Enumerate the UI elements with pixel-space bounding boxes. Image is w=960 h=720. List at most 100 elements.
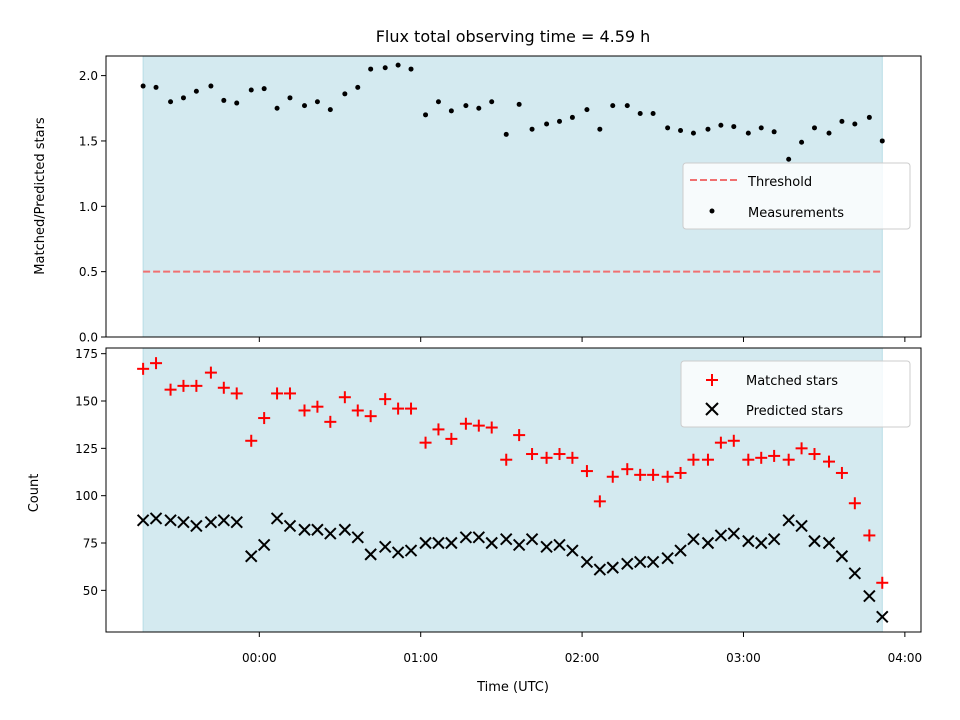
predicted-stars-point <box>742 534 755 548</box>
x-tick-label: 02:00 <box>565 651 600 665</box>
predicted-stars-point <box>324 527 337 540</box>
matched-stars-point <box>485 421 498 434</box>
measurements-point <box>448 108 454 114</box>
top-legend: Threshold Measurements <box>682 162 911 230</box>
predicted-stars-point <box>190 519 203 533</box>
predicted-stars-point <box>727 527 740 540</box>
matched-stars-point <box>351 404 364 417</box>
predicted-stars-point <box>714 529 728 542</box>
measurements-point <box>529 126 535 132</box>
matched-stars-point <box>392 402 405 415</box>
predicted-stars-point <box>485 536 498 550</box>
predicted-stars-point <box>876 610 889 624</box>
y-tick-label: 1.0 <box>79 200 98 214</box>
matched-stars-point <box>782 453 795 466</box>
y-tick-label: 100 <box>75 489 98 503</box>
matched-stars-point <box>364 410 377 423</box>
measurements-point <box>463 103 469 109</box>
measurements-point <box>879 138 885 144</box>
measurements-point <box>476 105 482 111</box>
legend-threshold-label: Threshold <box>747 175 812 190</box>
measurements-point <box>503 131 509 137</box>
predicted-stars-point <box>230 515 243 529</box>
top-panel: 0.0 0.5 1.0 1.5 2.0 Threshold Measurements <box>79 55 922 345</box>
measurements-point <box>342 91 348 97</box>
predicted-stars-point <box>835 550 849 563</box>
predicted-stars-point <box>767 533 781 546</box>
measurements-point <box>624 103 630 109</box>
predicted-stars-point <box>270 512 284 525</box>
matched-stars-point <box>621 463 634 476</box>
predicted-stars-point <box>661 551 674 565</box>
matched-stars-point <box>190 379 203 392</box>
matched-stars-point <box>795 442 808 455</box>
matched-stars-point <box>445 432 458 445</box>
measurements-point <box>140 83 146 89</box>
matched-stars-point <box>808 448 821 461</box>
predicted-stars-point <box>204 515 218 529</box>
predicted-stars-point <box>687 533 700 546</box>
measurements-point <box>584 107 590 113</box>
matched-stars-point <box>768 449 781 462</box>
legend-predicted-label: Predicted stars <box>746 404 843 419</box>
matched-stars-point <box>714 436 727 449</box>
matched-stars-point <box>338 391 351 404</box>
x-tick-label: 00:00 <box>242 651 277 665</box>
measurements-series <box>140 62 885 162</box>
measurements-point <box>516 101 522 107</box>
measurements-point <box>382 65 388 71</box>
predicted-stars-point <box>512 538 526 552</box>
measurements-point <box>705 126 711 132</box>
matched-stars-point <box>823 455 836 468</box>
count-series <box>136 357 889 624</box>
y-tick-label: 50 <box>83 584 98 598</box>
matched-stars-point <box>848 497 861 510</box>
matched-stars-point <box>245 434 258 447</box>
measurements-point <box>261 86 267 92</box>
predicted-stars-point <box>621 557 634 571</box>
measurements-point <box>678 127 684 133</box>
measurements-point <box>839 118 845 124</box>
predicted-stars-point <box>808 534 821 548</box>
predicted-stars-point <box>755 536 768 550</box>
predicted-stars-point <box>257 538 271 552</box>
predicted-stars-point <box>378 540 392 554</box>
matched-stars-point <box>863 529 876 542</box>
matched-stars-point <box>472 419 485 432</box>
measurements-point <box>234 100 240 106</box>
x-tick-label: 04:00 <box>888 651 923 665</box>
measurements-point <box>826 130 832 136</box>
y-tick-label: 0.5 <box>79 265 98 279</box>
predicted-stars-point <box>298 523 311 536</box>
measurements-point <box>368 66 374 72</box>
measurements-point <box>758 125 764 131</box>
predicted-stars-point <box>245 550 258 563</box>
predicted-stars-point <box>351 531 364 544</box>
measurements-point <box>665 125 671 131</box>
matched-stars-point <box>204 366 217 379</box>
predicted-stars-point <box>646 555 660 569</box>
matched-stars-point <box>405 402 418 415</box>
predicted-stars-point <box>217 514 231 527</box>
measurements-point <box>718 122 724 128</box>
matched-stars-point <box>647 468 660 481</box>
predicted-stars-point <box>593 563 607 576</box>
predicted-stars-point <box>795 519 808 533</box>
matched-stars-point <box>230 387 243 400</box>
measurements-point <box>168 99 174 105</box>
measurements-point <box>650 111 656 117</box>
measurements-point <box>556 118 562 124</box>
matched-stars-point <box>835 466 848 479</box>
matched-stars-point <box>379 393 392 406</box>
predicted-stars-point <box>674 544 687 557</box>
measurements-point <box>208 83 214 89</box>
predicted-stars-point <box>863 589 876 603</box>
matched-stars-point <box>217 381 230 394</box>
matched-stars-point <box>580 465 593 478</box>
top-axes: 0.0 0.5 1.0 1.5 2.0 <box>79 55 922 345</box>
predicted-stars-point <box>822 536 836 550</box>
measurements-point <box>355 84 361 90</box>
measurements-point <box>771 129 777 135</box>
matched-stars-point <box>566 451 579 464</box>
predicted-stars-point <box>177 515 190 529</box>
